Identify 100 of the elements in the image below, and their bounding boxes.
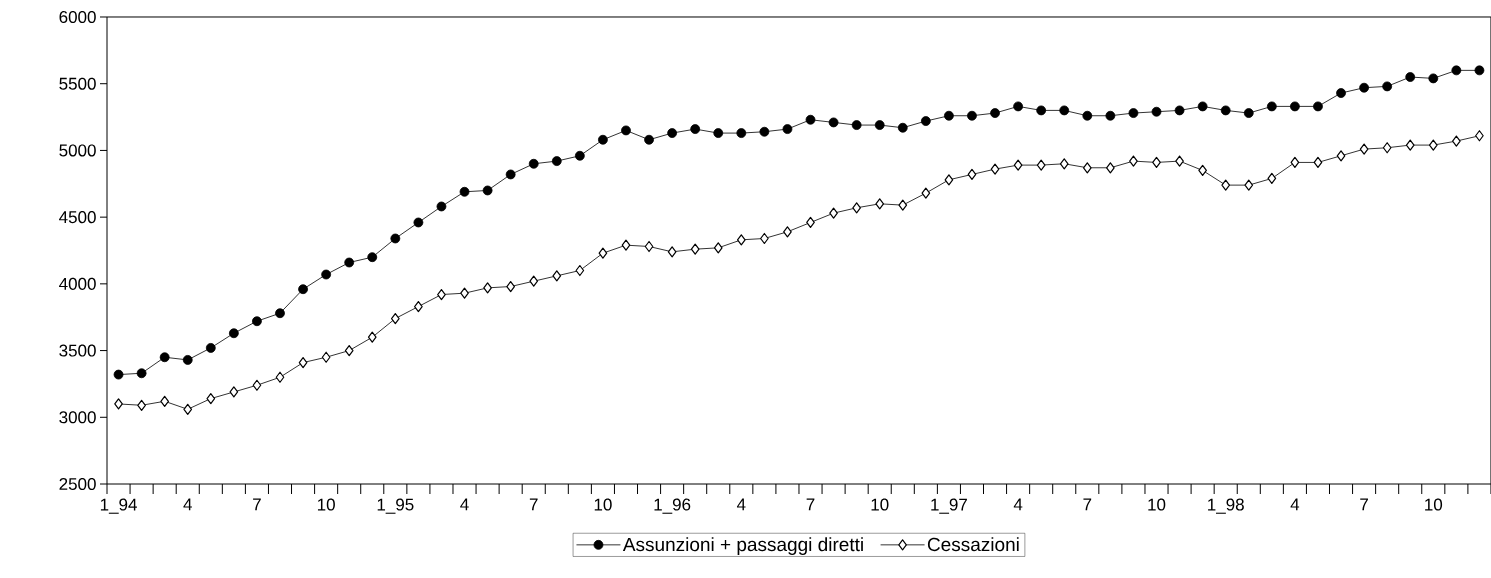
point [598,134,608,145]
point [759,126,770,137]
x-tick-label: 4 [460,498,469,511]
point [114,398,123,410]
point [183,403,193,415]
point [990,163,1000,175]
legend-label: Assunzioni + passaggi diretti [622,537,863,555]
point [621,239,631,251]
point [782,124,793,134]
point [1475,130,1484,142]
y-tick-label: 3500 [59,344,96,357]
x-tick-label: 1_97 [931,498,967,514]
point [1013,159,1023,171]
point [1451,65,1462,76]
point [1452,135,1461,147]
point [690,124,701,134]
point [1405,72,1416,82]
point [205,343,216,353]
x-tick-label: 7 [806,498,815,511]
point [828,117,839,128]
point [436,201,447,212]
y-tick-label: 5500 [59,77,96,90]
point [1336,150,1346,162]
x-tick-label: 4 [1013,498,1023,511]
point [1474,65,1485,76]
x-tick-label: 10 [594,498,612,511]
y-tick-label: 2500 [59,477,96,491]
point [321,269,332,280]
point [483,282,492,294]
point [159,352,170,363]
point [1036,105,1047,116]
point [875,198,885,210]
point [298,356,308,369]
point [829,207,838,219]
point [1267,172,1277,185]
point [1382,81,1393,92]
point [113,369,124,380]
point [228,328,239,339]
point [621,125,631,136]
point [252,316,262,327]
point [1105,110,1116,121]
point [459,186,470,197]
x-tick-label: 10 [1148,498,1166,511]
x-tick-label: 7 [1083,498,1092,511]
point [275,308,285,319]
point [1082,110,1093,121]
point [160,395,170,407]
point [644,240,654,253]
legend-label: Cessazioni [927,537,1019,552]
point [413,217,424,228]
point [252,379,262,391]
point [944,174,954,186]
point [644,134,654,145]
point [851,120,862,130]
point [552,270,562,282]
point [460,287,469,299]
point [206,393,216,405]
x-tick-label: 10 [317,498,335,511]
point [229,386,239,398]
point [137,399,146,411]
point [344,344,354,357]
point [1175,155,1184,167]
point [367,252,378,263]
point [1290,156,1300,169]
point [506,280,516,293]
point [1428,139,1438,151]
x-tick-label: 4 [736,498,746,511]
point [874,120,885,130]
point [1013,101,1024,112]
point [667,128,678,138]
x-tick-label: 1_98 [1208,498,1244,514]
x-tick-label: 10 [871,498,889,511]
point [1359,82,1369,93]
point [921,187,931,199]
point [528,158,539,169]
point [390,312,400,325]
point [136,368,147,379]
point [736,128,747,138]
point [1151,106,1162,117]
point [598,247,608,259]
point [713,242,723,254]
x-tick-label: 1_96 [654,498,691,514]
point [575,264,585,277]
point [1220,105,1231,116]
y-tick-label: 4500 [59,211,96,224]
point [1313,101,1323,112]
point [182,355,193,365]
point [1036,159,1046,171]
x-tick-label: 1_95 [377,498,414,514]
x-tick-label: 4 [183,498,192,511]
point [1382,142,1392,154]
point [1405,139,1415,151]
point [1106,162,1115,174]
point [967,110,977,121]
point [574,150,585,161]
point [1197,101,1208,112]
point [783,226,792,238]
y-tick-label: 6000 [59,10,96,24]
point [967,168,977,181]
x-tick-label: 4 [1290,498,1300,511]
